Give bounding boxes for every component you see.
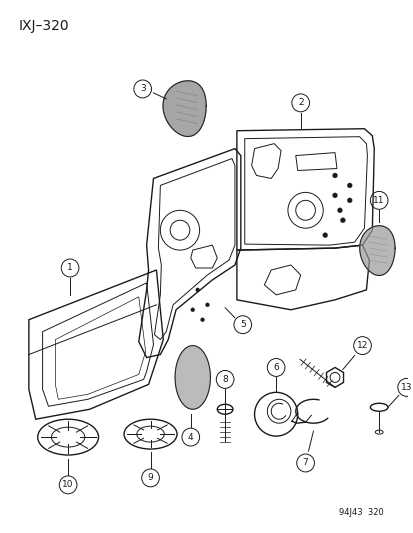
Text: 1: 1 — [67, 263, 73, 272]
Circle shape — [347, 198, 351, 203]
Circle shape — [190, 308, 194, 312]
Circle shape — [195, 288, 199, 292]
Text: IXJ–320: IXJ–320 — [19, 19, 69, 33]
Text: 11: 11 — [373, 196, 384, 205]
Circle shape — [339, 218, 344, 223]
Circle shape — [347, 183, 351, 188]
Text: 10: 10 — [62, 480, 74, 489]
Text: 9: 9 — [147, 473, 153, 482]
Circle shape — [200, 318, 204, 322]
Polygon shape — [359, 225, 394, 276]
Text: 94J43  320: 94J43 320 — [339, 508, 383, 516]
Polygon shape — [175, 345, 210, 409]
Text: 12: 12 — [356, 341, 367, 350]
Text: 7: 7 — [302, 458, 308, 467]
Text: 13: 13 — [400, 383, 411, 392]
Text: 4: 4 — [188, 433, 193, 442]
Circle shape — [332, 173, 337, 178]
Polygon shape — [163, 81, 206, 136]
Circle shape — [337, 208, 342, 213]
Circle shape — [322, 233, 327, 238]
Circle shape — [332, 193, 337, 198]
Text: 2: 2 — [297, 99, 303, 107]
Text: 3: 3 — [140, 84, 145, 93]
Text: 5: 5 — [239, 320, 245, 329]
Text: 8: 8 — [222, 375, 228, 384]
Circle shape — [205, 303, 209, 307]
Text: 6: 6 — [273, 363, 278, 372]
